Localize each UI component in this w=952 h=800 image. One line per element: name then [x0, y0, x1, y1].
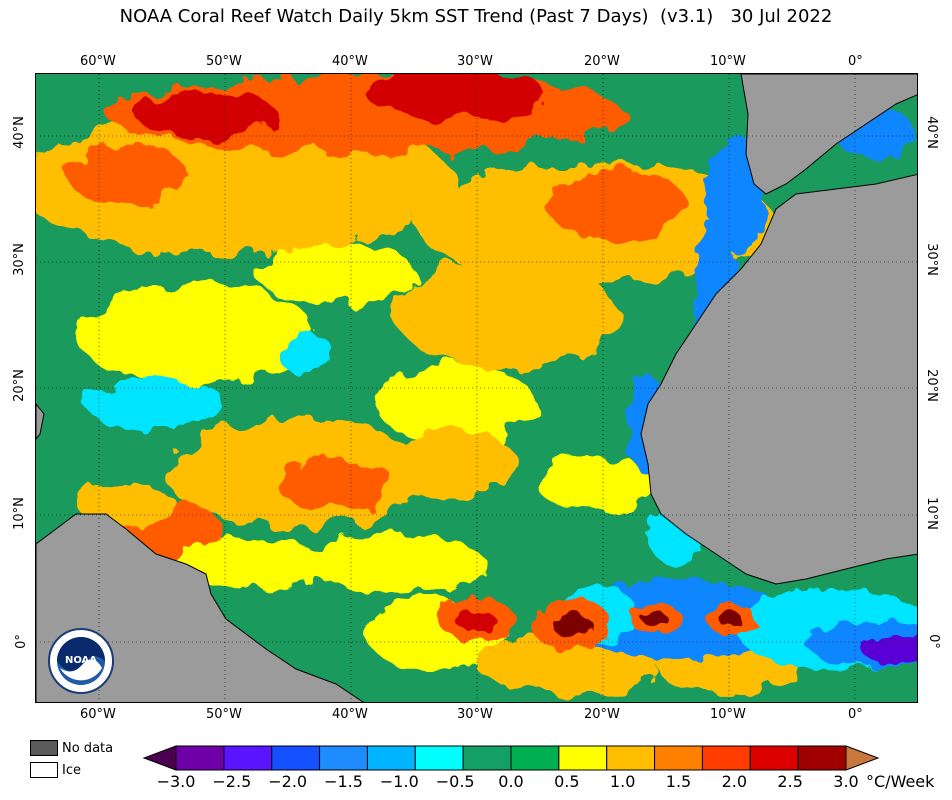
logo-text: NOAA — [65, 655, 97, 666]
lat-label: 10°N — [923, 497, 939, 530]
colorbar-segment — [462, 745, 512, 771]
lon-label: 30°W — [457, 54, 493, 69]
lon-label: 10°W — [710, 54, 746, 69]
colorbar-tick-label: 2.5 — [777, 772, 803, 791]
lon-label: 20°W — [584, 54, 620, 69]
map-canvas — [36, 74, 917, 702]
lon-label: 0° — [848, 54, 863, 69]
lat-label: 40°N — [923, 116, 939, 149]
colorbar-tick-label: −1.0 — [379, 772, 419, 791]
lon-label: 50°W — [206, 54, 242, 69]
lon-label: 60°W — [80, 707, 116, 722]
colorbar-tick-label: 1.0 — [609, 772, 636, 791]
colorbar-segment — [366, 745, 416, 771]
lon-label: 50°W — [206, 707, 242, 722]
colorbar-tick-label: −1.5 — [324, 772, 363, 791]
colorbar-tick-label: −0.5 — [435, 772, 475, 791]
sst-anomaly-layer — [36, 74, 796, 694]
colorbar-segment — [175, 745, 225, 771]
colorbar-segment — [797, 745, 847, 771]
legend-ice: Ice — [30, 762, 81, 778]
lon-label: 60°W — [80, 54, 116, 69]
lat-label: 0° — [925, 634, 941, 649]
colorbar-segment — [558, 745, 608, 771]
lon-label: 0° — [848, 707, 863, 722]
colorbar — [142, 745, 880, 771]
no-data-label: No data — [62, 740, 114, 756]
lon-label: 10°W — [710, 707, 746, 722]
colorbar-segment — [319, 745, 368, 771]
lat-label: 20°N — [923, 369, 939, 402]
colorbar-tick-label: 2.0 — [721, 772, 748, 791]
colorbar-segment — [654, 745, 703, 771]
colorbar-tick-label: −2.0 — [268, 772, 308, 791]
lat-label: 0° — [13, 634, 29, 649]
no-data-swatch — [30, 740, 58, 756]
legend-no-data: No data — [30, 740, 113, 756]
land-africa — [640, 173, 917, 585]
colorbar-arrow-high — [845, 745, 880, 771]
map-title: NOAA Coral Reef Watch Daily 5km SST Tren… — [119, 6, 833, 27]
colorbar-tick-label: 0.0 — [498, 772, 524, 791]
colorbar-tick-label: 0.5 — [554, 772, 580, 791]
noaa-logo: NOAA — [48, 628, 114, 694]
colorbar-tick-label: −2.5 — [212, 772, 252, 791]
equatorial-wave-layer — [438, 579, 917, 669]
colorbar-tick-label: 1.5 — [665, 772, 692, 791]
colorbar-arrow-low — [142, 745, 177, 771]
colorbar-segment — [510, 745, 560, 771]
colorbar-segment — [271, 745, 321, 771]
colorbar-segment — [414, 745, 464, 771]
colorbar-segment — [223, 745, 273, 771]
lon-label: 40°W — [332, 707, 368, 722]
colorbar-unit: °C/Week — [866, 772, 935, 791]
lon-label: 40°W — [332, 54, 368, 69]
lat-label: 40°N — [11, 116, 27, 149]
colorbar-segment — [749, 745, 799, 771]
land-iberia-africa — [740, 74, 917, 195]
colorbar-tick-label: −3.0 — [156, 772, 196, 791]
graticule — [36, 74, 917, 702]
ice-swatch — [30, 762, 58, 778]
land-caribbean — [36, 403, 45, 440]
lon-label: 30°W — [457, 707, 493, 722]
colorbar-segment — [701, 745, 751, 771]
lat-label: 10°N — [11, 497, 27, 530]
sst-trend-map[interactable] — [35, 73, 918, 703]
ice-label: Ice — [62, 762, 81, 778]
lat-label: 20°N — [11, 369, 27, 402]
lon-label: 20°W — [584, 707, 620, 722]
lat-label: 30°N — [923, 243, 939, 276]
lat-label: 30°N — [11, 243, 27, 276]
colorbar-segment — [606, 745, 656, 771]
colorbar-tick-label: 3.0 — [833, 772, 859, 791]
